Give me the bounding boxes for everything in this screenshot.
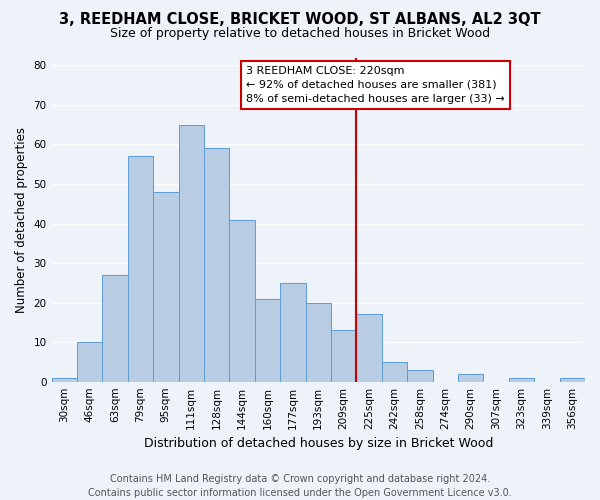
Bar xyxy=(305,302,331,382)
Bar xyxy=(52,378,77,382)
Bar xyxy=(153,192,179,382)
Bar xyxy=(229,220,255,382)
Bar xyxy=(77,342,103,382)
Bar xyxy=(255,298,280,382)
Text: 3 REEDHAM CLOSE: 220sqm
← 92% of detached houses are smaller (381)
8% of semi-de: 3 REEDHAM CLOSE: 220sqm ← 92% of detache… xyxy=(246,66,505,104)
Bar xyxy=(509,378,534,382)
Text: 3, REEDHAM CLOSE, BRICKET WOOD, ST ALBANS, AL2 3QT: 3, REEDHAM CLOSE, BRICKET WOOD, ST ALBAN… xyxy=(59,12,541,28)
Bar xyxy=(280,283,305,382)
Bar xyxy=(382,362,407,382)
Bar xyxy=(407,370,433,382)
Text: Size of property relative to detached houses in Bricket Wood: Size of property relative to detached ho… xyxy=(110,28,490,40)
Bar xyxy=(458,374,484,382)
Bar xyxy=(356,314,382,382)
Bar xyxy=(128,156,153,382)
X-axis label: Distribution of detached houses by size in Bricket Wood: Distribution of detached houses by size … xyxy=(143,437,493,450)
Bar xyxy=(179,124,204,382)
Bar xyxy=(204,148,229,382)
Bar xyxy=(560,378,585,382)
Bar xyxy=(331,330,356,382)
Y-axis label: Number of detached properties: Number of detached properties xyxy=(15,126,28,312)
Text: Contains HM Land Registry data © Crown copyright and database right 2024.
Contai: Contains HM Land Registry data © Crown c… xyxy=(88,474,512,498)
Bar xyxy=(103,275,128,382)
